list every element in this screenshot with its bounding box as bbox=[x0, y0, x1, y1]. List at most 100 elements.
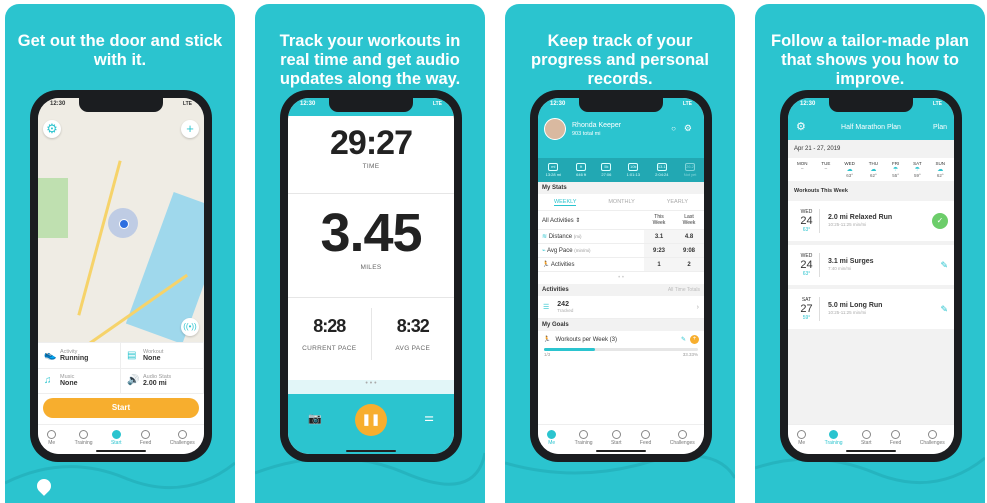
goal-progress: 1/3 bbox=[544, 352, 551, 357]
add-plus-icon[interactable]: + bbox=[181, 120, 199, 138]
record-badge[interactable]: 5k 27:06 bbox=[601, 163, 612, 177]
record-badge[interactable]: mi 13:28 mi bbox=[545, 163, 561, 177]
table-row: ≋ Distance (mi) 3.1 4.8 bbox=[538, 229, 704, 244]
record-badge[interactable]: ft 646 ft bbox=[576, 163, 587, 177]
music-value: None bbox=[60, 380, 78, 388]
tab-training[interactable]: Training bbox=[575, 430, 593, 446]
distance-value: 3.45 bbox=[320, 203, 422, 263]
tab-me[interactable]: Me bbox=[47, 430, 57, 446]
plan-button[interactable]: Plan bbox=[932, 124, 947, 131]
phone-frame: 12:30 LTE ⚙ + ((•)) 👟 Activity Running ▤ Wor… bbox=[30, 90, 212, 462]
tab-yearly[interactable]: YEARLY bbox=[666, 199, 689, 205]
cloud-icon: ☁ bbox=[937, 167, 944, 173]
status-time: 12:30 bbox=[800, 101, 816, 107]
screenshot-panel-3: Keep track of your progress and personal… bbox=[505, 4, 735, 503]
settings-sliders-icon[interactable]: ⚌ bbox=[424, 412, 434, 424]
col-this-week: This Week bbox=[644, 211, 674, 230]
record-badge[interactable]: 10k 1:01:13 bbox=[626, 163, 640, 177]
edit-icon[interactable]: ✎ bbox=[680, 337, 686, 343]
wave-decoration bbox=[755, 456, 985, 485]
tab-monthly[interactable]: MONTHLY bbox=[608, 199, 635, 205]
camera-icon[interactable]: 📷 bbox=[308, 413, 322, 425]
workout-item[interactable]: SAT 27 59° 5.0 mi Long Run 10:25-11:25 min/m… bbox=[788, 289, 954, 333]
my-stats-heading: My Stats bbox=[542, 185, 567, 191]
activities-tracked-row[interactable]: ☰ 242 Tracked › bbox=[538, 296, 704, 319]
tab-start[interactable]: Start bbox=[611, 430, 622, 446]
activity-value: Running bbox=[60, 354, 89, 362]
stats-table: All Activities ⇕ This Week Last Week ≋ Dis… bbox=[538, 211, 704, 272]
tab-me[interactable]: Me bbox=[547, 430, 557, 446]
audio-stats-option[interactable]: 🔊 Audio Stats 2.00 mi bbox=[121, 368, 204, 394]
music-note-icon: ♫ bbox=[44, 375, 52, 387]
runner-icon: 🏃 bbox=[542, 262, 550, 268]
add-goal-button[interactable]: + bbox=[690, 335, 699, 344]
user-name: Rhonda Keeper bbox=[572, 122, 622, 129]
tab-training[interactable]: Training bbox=[75, 430, 93, 446]
phone-frame: 12:30 LTE 29:27 TIME 3.45 MILES 8:28 CURRENT… bbox=[280, 90, 462, 462]
edit-icon[interactable]: ✎ bbox=[940, 303, 948, 314]
rain-icon: ☂ bbox=[914, 167, 921, 173]
tab-bar: Me Training Start Feed Challenges bbox=[38, 424, 204, 454]
time-label: TIME bbox=[362, 163, 380, 170]
speaker-icon: 🔊 bbox=[127, 375, 140, 387]
panel-title: Keep track of your progress and personal… bbox=[531, 32, 709, 88]
settings-gear-icon[interactable]: ⚙ bbox=[796, 121, 806, 133]
completed-check-icon: ✓ bbox=[932, 213, 948, 229]
avatar[interactable] bbox=[544, 118, 566, 140]
tab-feed[interactable]: Feed bbox=[640, 430, 651, 446]
tab-challenges[interactable]: Challenges bbox=[170, 430, 195, 446]
panel-title: Follow a tailor-made plan that shows you… bbox=[770, 32, 970, 88]
edit-icon[interactable]: ✎ bbox=[940, 259, 948, 270]
workout-item[interactable]: WED 24 63° 2.0 mi Relaxed Run 10:25-11:25 mi… bbox=[788, 201, 954, 245]
activity-label: Activity bbox=[60, 348, 78, 355]
status-time: 12:30 bbox=[300, 101, 316, 107]
tab-feed[interactable]: Feed bbox=[890, 430, 901, 446]
date-range: Apr 21 - 27, 2019 bbox=[794, 146, 841, 152]
col-last-week: Last Week bbox=[674, 211, 704, 230]
record-badge[interactable]: 26.2 Not yet bbox=[683, 163, 697, 177]
tab-start[interactable]: Start bbox=[111, 430, 122, 446]
wave-decoration bbox=[505, 454, 735, 479]
clipboard-icon: ▤ bbox=[127, 349, 137, 361]
activity-filter[interactable]: All Activities ⇕ bbox=[538, 211, 644, 230]
current-location-marker bbox=[108, 208, 138, 238]
page-indicator: • • • bbox=[288, 380, 454, 394]
gear-icon[interactable]: ⚙ bbox=[683, 123, 692, 133]
search-icon[interactable]: ○ bbox=[671, 124, 676, 133]
tab-me[interactable]: Me bbox=[797, 430, 807, 446]
map[interactable]: ⚙ + ((•)) bbox=[38, 98, 204, 346]
distance-icon: ≋ bbox=[542, 234, 548, 240]
screenshot-panel-4: Follow a tailor-made plan that shows you… bbox=[755, 4, 985, 503]
tab-challenges[interactable]: Challenges bbox=[670, 430, 695, 446]
panel-title: Track your workouts in real time and get… bbox=[279, 32, 461, 88]
workout-item[interactable]: WED 24 63° 3.1 mi Surges 7:40 min/mi ✎ bbox=[788, 245, 954, 289]
my-goals-heading: My Goals bbox=[542, 322, 569, 328]
status-network: LTE bbox=[182, 101, 192, 107]
status-network: LTE bbox=[682, 101, 692, 107]
activity-option[interactable]: 👟 Activity Running bbox=[38, 343, 121, 369]
tab-feed[interactable]: Feed bbox=[140, 430, 151, 446]
tab-start[interactable]: Start bbox=[861, 430, 872, 446]
tab-training[interactable]: Training bbox=[825, 430, 843, 446]
activities-heading: Activities bbox=[542, 287, 569, 293]
elapsed-time: 29:27 bbox=[330, 124, 413, 162]
distance-label: MILES bbox=[360, 264, 382, 271]
record-badge[interactable]: 13.1 2:04:24 bbox=[655, 163, 669, 177]
music-label: Music bbox=[60, 374, 75, 381]
pace-icon: ⌁ bbox=[542, 248, 546, 254]
music-option[interactable]: ♫ Music None bbox=[38, 368, 121, 394]
workout-value: None bbox=[143, 354, 161, 362]
pause-button[interactable]: ❚❚ bbox=[355, 404, 387, 436]
status-network: LTE bbox=[932, 101, 942, 107]
table-row: ⌁ Avg Pace (min/mi) 9:23 9:08 bbox=[538, 243, 704, 258]
tab-bar: Me Training Start Feed Challenges bbox=[538, 424, 704, 454]
start-button[interactable]: Start bbox=[43, 398, 199, 418]
broadcast-icon[interactable]: ((•)) bbox=[181, 318, 199, 336]
settings-gear-icon[interactable]: ⚙ bbox=[43, 120, 61, 138]
screenshot-panel-1: Get out the door and stick with it. 12:3… bbox=[5, 4, 235, 503]
workout-option[interactable]: ▤ Workout None bbox=[121, 343, 204, 369]
records-badges: mi 13:28 mi ft 646 ft 5k 27:06 10k 1:01:13 1… bbox=[538, 158, 704, 182]
tab-challenges[interactable]: Challenges bbox=[920, 430, 945, 446]
goal-progress-bar bbox=[544, 348, 698, 351]
tab-weekly[interactable]: WEEKLY bbox=[553, 199, 577, 206]
